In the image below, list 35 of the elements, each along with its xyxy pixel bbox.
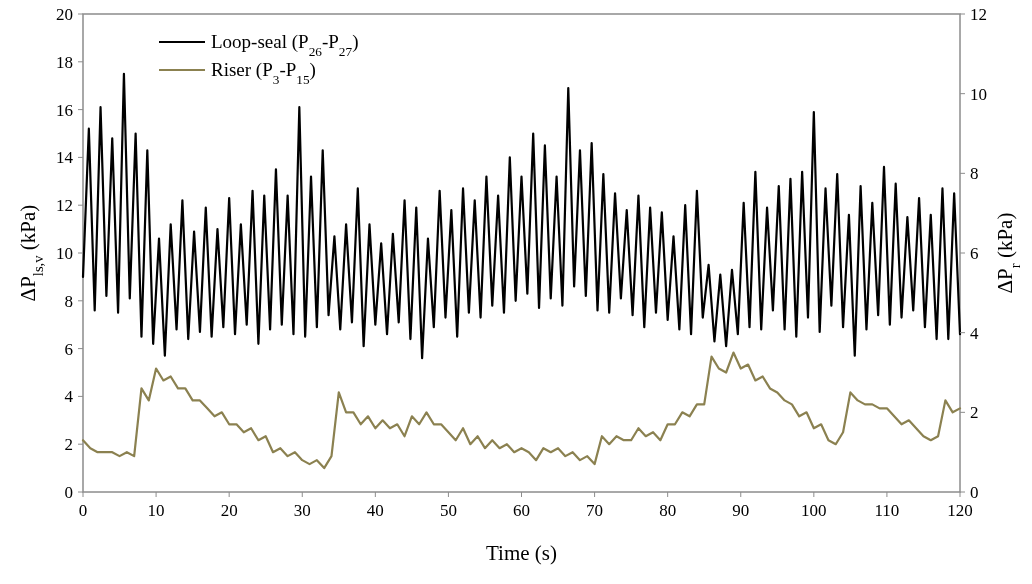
y-tick-label: 16 <box>56 100 73 120</box>
x-tick-label: 70 <box>586 501 604 520</box>
x-tick-label: 20 <box>220 501 238 520</box>
x-tick-label: 120 <box>947 501 973 520</box>
x-axis-title: Time (s) <box>486 541 557 565</box>
y-tick-label: 6 <box>64 339 73 359</box>
legend-label: Riser (P$_{3}$-P$_{15}$) <box>211 59 316 87</box>
x-tick-label: 60 <box>513 501 530 520</box>
x-tick-label: 80 <box>659 501 677 520</box>
x-tick-label: 10 <box>147 501 165 520</box>
y2-tick-label: 0 <box>970 483 979 502</box>
y-tick-label: 0 <box>64 483 73 502</box>
legend-label: Loop-seal (P$_{26}$-P$_{27}$) <box>211 31 359 59</box>
x-tick-label: 0 <box>78 501 88 520</box>
x-tick-label: 40 <box>366 501 384 520</box>
y2-tick-label: 4 <box>970 323 979 343</box>
y-tick-label: 8 <box>64 291 73 311</box>
y-tick-label: 20 <box>56 5 73 24</box>
y-tick-label: 4 <box>64 387 74 407</box>
y-tick-label: 10 <box>56 244 73 263</box>
y2-tick-label: 6 <box>970 244 979 263</box>
line-series <box>81 351 962 470</box>
y2-tick-label: 2 <box>970 403 979 423</box>
y-tick-label: 12 <box>56 196 73 216</box>
x-tick-label: 30 <box>293 501 311 520</box>
y2-tick-label: 8 <box>970 164 979 184</box>
y2-tick-label: 10 <box>970 84 987 104</box>
x-tick-label: 110 <box>874 501 900 520</box>
y-tick-label: 2 <box>64 435 73 455</box>
y-tick-label: 18 <box>56 52 73 72</box>
x-tick-label: 50 <box>439 501 457 520</box>
x-tick-label: 100 <box>801 501 827 520</box>
y2-tick-label: 12 <box>970 5 987 24</box>
x-tick-label: 90 <box>732 501 750 520</box>
y-tick-label: 14 <box>56 148 74 168</box>
